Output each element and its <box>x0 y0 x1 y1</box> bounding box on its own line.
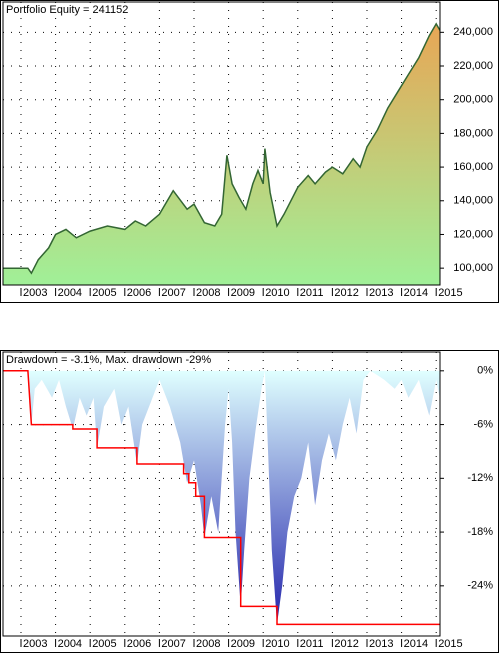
x-tick-label: 2011 <box>300 287 324 299</box>
y-tick-label: -6% <box>473 418 493 430</box>
x-tick-label: 2007 <box>161 638 185 650</box>
equity-area <box>3 23 440 286</box>
x-tick-label: 2003 <box>23 638 47 650</box>
x-tick-label: 2008 <box>196 287 220 299</box>
x-tick-label: 2008 <box>196 638 220 650</box>
x-tick-label: 2006 <box>127 287 151 299</box>
y-tick-label: -24% <box>467 580 493 592</box>
y-tick-label: 100,000 <box>453 262 493 274</box>
x-tick-label: 2015 <box>438 638 462 650</box>
plot-frame <box>2 351 441 637</box>
equity-line <box>3 22 441 275</box>
x-tick-label: 2014 <box>404 287 428 299</box>
x-tick-label: 2011 <box>300 638 324 650</box>
title-background <box>5 3 130 16</box>
plot-frame <box>2 1 441 286</box>
y-tick-label: -12% <box>467 472 493 484</box>
title-background <box>5 353 213 366</box>
y-tick-label: 0% <box>477 365 493 377</box>
x-tick-label: 2013 <box>369 638 393 650</box>
x-tick-label: 2010 <box>265 287 289 299</box>
panel-frame <box>0 0 499 303</box>
chart-title: Portfolio Equity = 241152 <box>6 4 128 16</box>
x-tick-label: 2005 <box>92 638 116 650</box>
x-tick-label: 2015 <box>438 287 462 299</box>
x-tick-label: 2012 <box>334 287 358 299</box>
max-drawdown-line <box>3 370 440 626</box>
chart-title: Drawdown = -3.1%, Max. drawdown -29% <box>6 354 211 366</box>
y-tick-label: 140,000 <box>453 195 493 207</box>
y-tick-label: 180,000 <box>453 127 493 139</box>
x-tick-label: 2010 <box>265 638 289 650</box>
x-tick-label: 2009 <box>231 638 255 650</box>
x-tick-label: 2004 <box>58 638 82 650</box>
x-tick-label: 2006 <box>127 638 151 650</box>
x-tick-label: 2009 <box>231 287 255 299</box>
y-tick-label: 120,000 <box>453 228 493 240</box>
x-tick-label: 2003 <box>23 287 47 299</box>
y-tick-label: 220,000 <box>453 60 493 72</box>
drawdown-area <box>3 370 440 625</box>
x-tick-label: 2004 <box>58 287 82 299</box>
y-tick-label: 160,000 <box>453 161 493 173</box>
x-tick-label: 2005 <box>92 287 116 299</box>
y-tick-label: 240,000 <box>453 26 493 38</box>
x-tick-label: 2014 <box>404 638 428 650</box>
y-tick-label: 200,000 <box>453 94 493 106</box>
x-tick-label: 2012 <box>334 638 358 650</box>
y-tick-label: -18% <box>467 526 493 538</box>
x-tick-label: 2007 <box>161 287 185 299</box>
x-tick-label: 2013 <box>369 287 393 299</box>
